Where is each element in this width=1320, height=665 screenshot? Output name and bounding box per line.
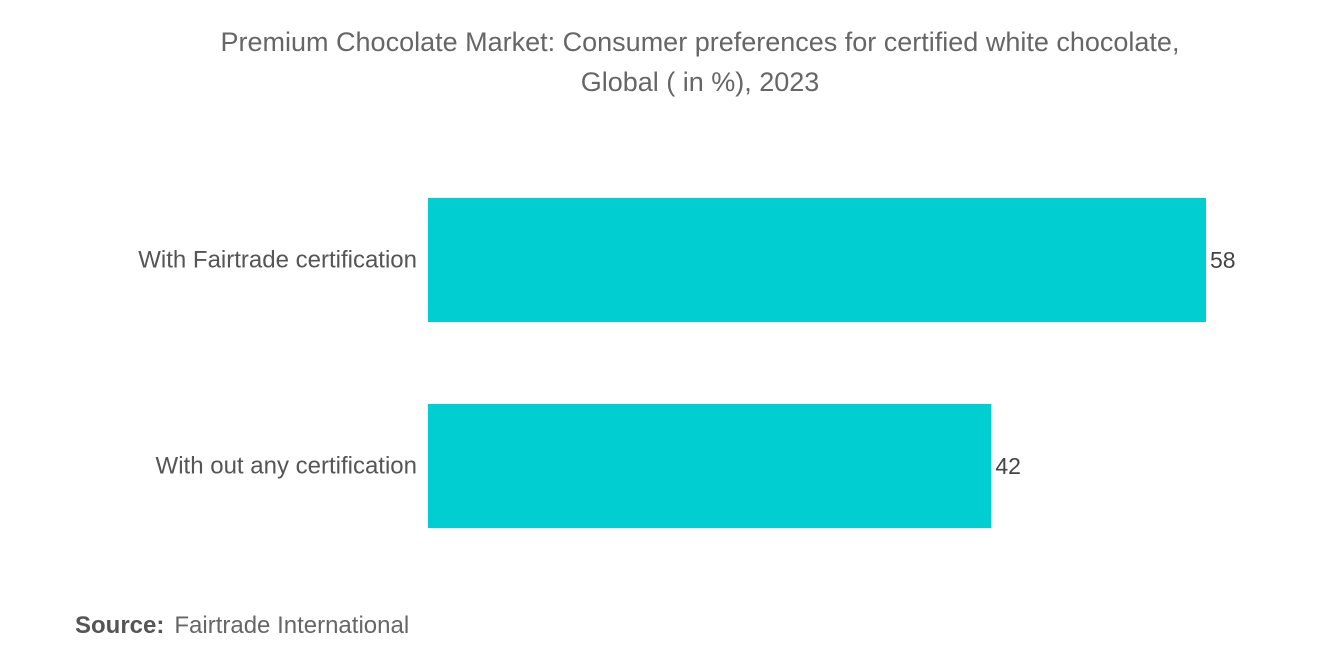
value-label-1: 42 bbox=[995, 453, 1021, 479]
chart-title-line-1: Premium Chocolate Market: Consumer prefe… bbox=[220, 27, 1180, 57]
chart-title: Premium Chocolate Market: Consumer prefe… bbox=[60, 22, 1320, 102]
category-label-1: With out any certification bbox=[156, 453, 417, 480]
source-label: Source: bbox=[75, 612, 165, 639]
bar-0 bbox=[428, 198, 1206, 322]
source-text: Fairtrade International bbox=[174, 612, 410, 639]
category-label-0: With Fairtrade certification bbox=[138, 247, 417, 274]
bar-1 bbox=[428, 404, 992, 528]
chart-title-line-2: Global ( in %), 2023 bbox=[580, 67, 820, 97]
source-note: Source: Fairtrade International bbox=[75, 612, 409, 640]
value-label-0: 58 bbox=[1210, 247, 1236, 273]
